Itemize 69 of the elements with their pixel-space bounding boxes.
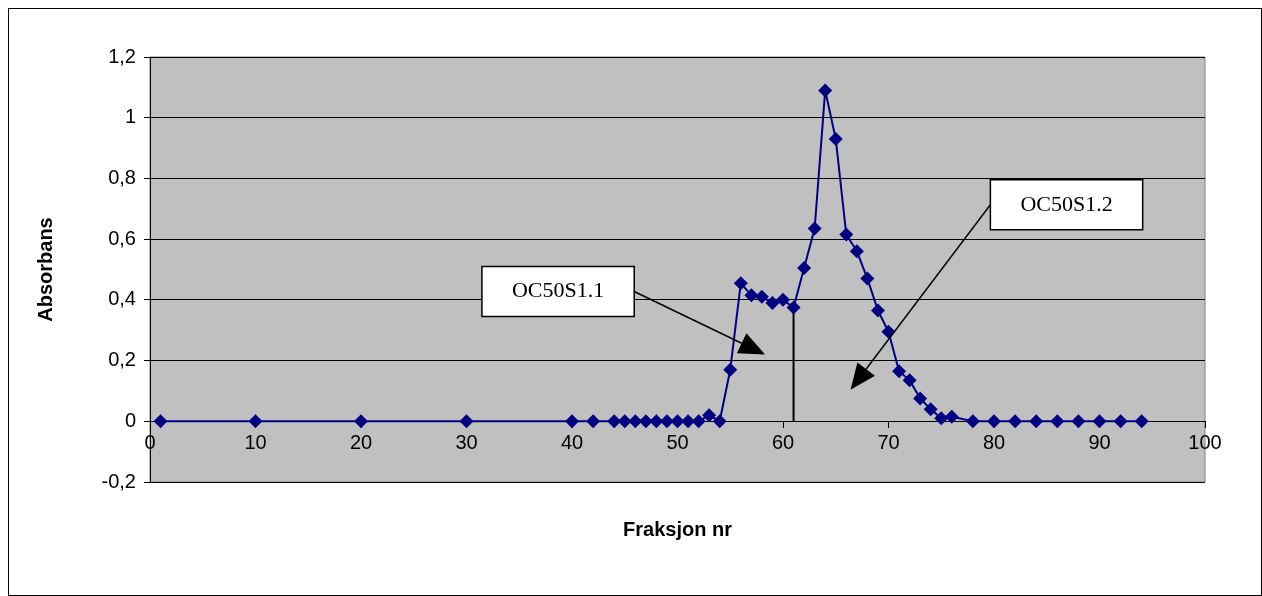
y-tick-label: 0,4 [108, 287, 136, 310]
point [153, 414, 168, 429]
point [248, 414, 263, 429]
point [754, 289, 769, 304]
point [1050, 414, 1065, 429]
x-tick-label: 20 [349, 430, 373, 453]
point [860, 271, 875, 286]
point [691, 414, 706, 429]
annotation: OC50S1.1 [511, 277, 605, 303]
point [776, 292, 790, 307]
point [723, 362, 738, 377]
point [649, 414, 664, 429]
point [828, 131, 843, 146]
point [765, 295, 780, 310]
point [892, 364, 907, 379]
point [786, 300, 801, 315]
x-tick-label: 40 [560, 430, 584, 453]
point [565, 414, 579, 429]
x-tick-label: 10 [244, 430, 267, 453]
y-tick-label: 1,2 [108, 44, 136, 67]
x-tick-label: 30 [455, 430, 478, 453]
x-tick-label: 70 [877, 430, 900, 453]
x-tick-label: 90 [1088, 430, 1111, 453]
point [870, 303, 885, 318]
point [1113, 414, 1128, 429]
x-tick-label: 50 [666, 430, 689, 453]
point [617, 414, 632, 429]
point [670, 414, 685, 429]
x-tick-label: 60 [771, 430, 795, 453]
point [1092, 414, 1107, 429]
point [586, 414, 601, 429]
y-tick-label: -0,2 [101, 469, 136, 492]
point [934, 411, 949, 426]
point [1134, 414, 1149, 429]
point [902, 373, 917, 388]
point [607, 414, 622, 429]
point [354, 414, 368, 429]
point [987, 414, 1001, 429]
y-tick-label: 0 [124, 408, 136, 431]
point [849, 244, 864, 259]
point [628, 414, 643, 429]
point [1008, 414, 1023, 429]
point [681, 414, 696, 429]
y-tick-label: 0,2 [108, 348, 136, 371]
y-tick-label: 0,8 [108, 165, 136, 188]
y-axis-title: Absorbans [33, 217, 56, 322]
x-tick-label: 100 [1188, 430, 1222, 453]
x-axis-title: Fraksjon nr [622, 518, 733, 541]
point [797, 260, 812, 275]
point [944, 409, 959, 424]
point [702, 408, 717, 423]
point [659, 414, 674, 429]
annotation: OC50S1.2 [1020, 190, 1113, 216]
point [638, 414, 653, 429]
y-tick-label: 1 [124, 105, 136, 128]
point [965, 414, 980, 429]
point [1029, 414, 1044, 429]
point [459, 414, 474, 429]
point [733, 276, 748, 291]
point [913, 391, 928, 406]
y-tick-label: 0,6 [108, 226, 136, 249]
point [1071, 414, 1086, 429]
point [923, 402, 938, 417]
point [712, 414, 727, 429]
x-tick-label: 80 [982, 430, 1006, 453]
point [818, 83, 833, 98]
point [744, 288, 759, 303]
point [839, 227, 854, 242]
point [807, 221, 822, 236]
